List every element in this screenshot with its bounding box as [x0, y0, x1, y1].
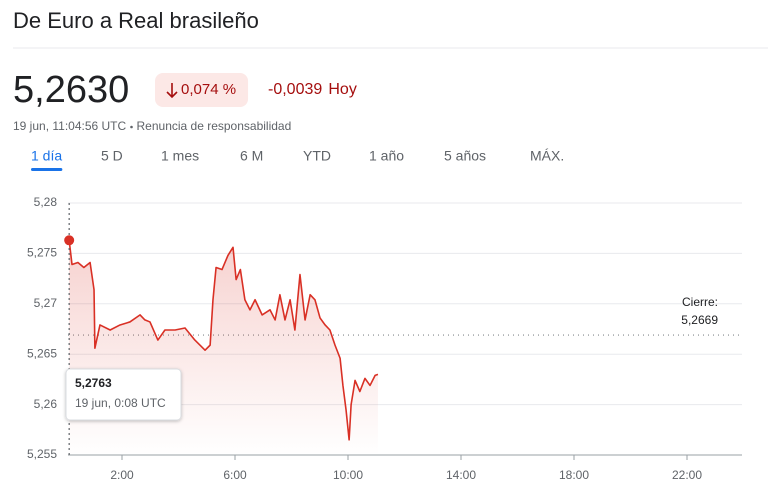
tab[interactable]: 5 D — [101, 148, 123, 164]
tab[interactable]: 1 mes — [161, 148, 199, 164]
tab[interactable]: 5 años — [444, 148, 486, 164]
title: De Euro a Real brasileño — [13, 8, 259, 33]
tooltip-time: 19 jun, 0:08 UTC — [75, 396, 166, 410]
y-tick-label: 5,27 — [34, 296, 58, 310]
x-tick-label: 14:00 — [446, 468, 476, 482]
separator-dot — [130, 125, 133, 129]
x-tick-label: 6:00 — [223, 468, 247, 482]
tab[interactable]: MÁX. — [530, 148, 564, 164]
y-tick-label: 5,26 — [34, 397, 58, 411]
change-period: Hoy — [328, 81, 356, 98]
down-arrow-icon — [166, 83, 178, 99]
y-tick-label: 5,265 — [27, 346, 57, 360]
tab[interactable]: YTD — [303, 148, 331, 164]
y-tick-label: 5,255 — [27, 447, 57, 461]
price: 5,2630 — [13, 69, 129, 111]
hover-point — [64, 235, 75, 246]
change-badge — [155, 73, 249, 107]
change-value: -0,0039 — [268, 81, 322, 98]
x-tick-label: 22:00 — [672, 468, 702, 482]
y-tick-label: 5,275 — [27, 246, 57, 260]
change-percent: 0,074 % — [181, 81, 236, 98]
tooltip-value: 5,2763 — [75, 376, 112, 390]
tab-underline — [31, 168, 63, 171]
tab[interactable]: 1 año — [369, 148, 404, 164]
tab[interactable]: 6 M — [240, 148, 263, 164]
tooltip-box — [65, 368, 182, 421]
y-tick-label: 5,28 — [34, 195, 58, 209]
x-tick-label: 10:00 — [333, 468, 363, 482]
timestamp: 19 jun, 11:04:56 UTC — [13, 119, 127, 133]
disclaimer-link[interactable]: Renuncia de responsabilidad — [137, 119, 292, 133]
close-value: 5,2669 — [681, 313, 718, 327]
area-fill — [69, 240, 378, 455]
x-tick-label: 2:00 — [110, 468, 134, 482]
tab[interactable]: 1 día — [31, 148, 62, 164]
price-line — [68, 240, 379, 441]
close-label: Cierre: — [682, 295, 718, 309]
x-tick-label: 18:00 — [559, 468, 589, 482]
